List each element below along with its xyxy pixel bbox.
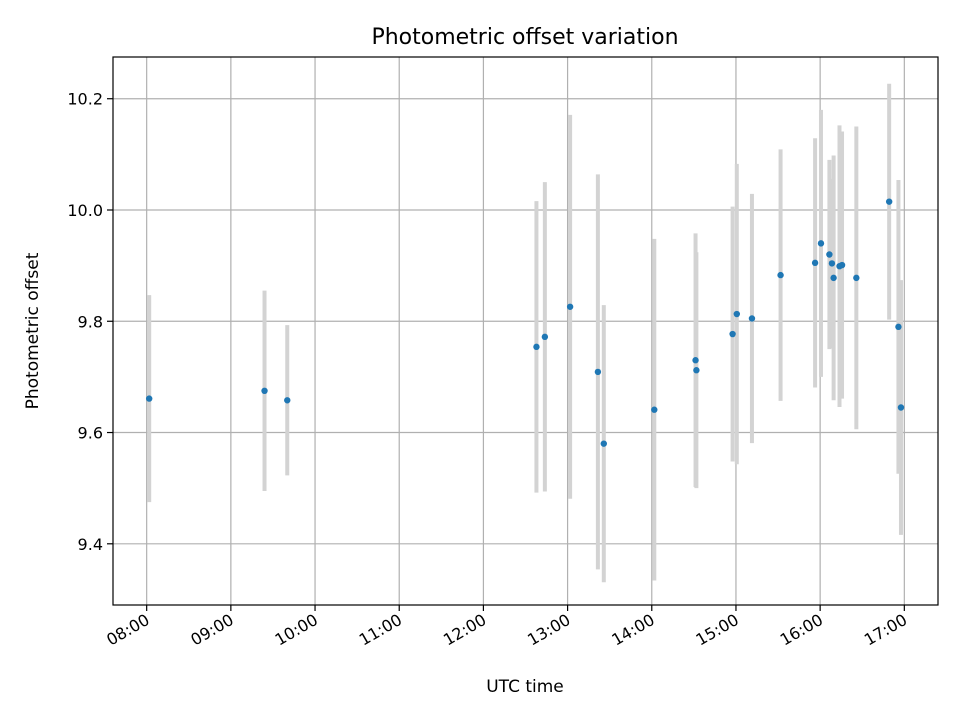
y-axis-label: Photometric offset bbox=[23, 252, 43, 409]
x-tick-label: 15:00 bbox=[693, 610, 742, 650]
y-tick-label: 9.4 bbox=[78, 535, 103, 554]
data-point bbox=[897, 404, 905, 411]
data-point bbox=[830, 274, 837, 282]
grid-layer bbox=[113, 57, 938, 605]
data-point bbox=[541, 333, 549, 341]
data-point bbox=[600, 440, 607, 447]
x-tick-label: 14:00 bbox=[608, 610, 657, 650]
x-tick-label: 10:00 bbox=[272, 610, 321, 650]
data-point bbox=[817, 240, 825, 247]
data-point bbox=[853, 274, 860, 282]
data-point bbox=[777, 271, 784, 279]
data-point bbox=[261, 387, 268, 395]
data-point bbox=[729, 330, 736, 338]
x-tick-label: 12:00 bbox=[440, 610, 489, 650]
x-tick-label: 09:00 bbox=[187, 610, 236, 650]
y-tick-label: 9.6 bbox=[78, 424, 103, 443]
data-point bbox=[733, 310, 741, 318]
point-layer bbox=[145, 198, 905, 447]
data-point bbox=[651, 406, 658, 413]
data-point bbox=[692, 357, 699, 364]
x-tick-label: 16:00 bbox=[777, 610, 826, 650]
y-tick-label: 10.0 bbox=[67, 201, 103, 220]
x-tick-label: 11:00 bbox=[356, 610, 405, 650]
data-point bbox=[145, 395, 153, 402]
tick-layer: 08:00 09:00 10:00 11:00 12:00 13:00 14:00 15:00… bbox=[67, 90, 910, 650]
data-point bbox=[895, 323, 902, 331]
data-point bbox=[566, 303, 574, 310]
y-tick-label: 9.8 bbox=[78, 312, 103, 331]
x-tick-label: 17:00 bbox=[861, 610, 910, 650]
x-tick-label: 08:00 bbox=[103, 610, 152, 650]
data-point bbox=[811, 259, 819, 267]
x-axis-label: UTC time bbox=[486, 677, 564, 697]
data-point bbox=[748, 315, 756, 322]
data-point bbox=[594, 368, 602, 376]
data-point bbox=[693, 367, 700, 374]
data-point bbox=[826, 251, 833, 258]
x-tick-label: 13:00 bbox=[524, 610, 573, 650]
plot-frame bbox=[112, 56, 939, 606]
y-tick-label: 10.2 bbox=[67, 90, 103, 109]
data-point bbox=[284, 397, 291, 404]
data-point bbox=[838, 261, 846, 269]
data-point bbox=[885, 198, 893, 205]
data-point bbox=[533, 343, 540, 351]
data-point bbox=[828, 260, 836, 267]
errorbar-layer bbox=[147, 83, 903, 583]
chart-title: Photometric offset variation bbox=[371, 25, 678, 50]
